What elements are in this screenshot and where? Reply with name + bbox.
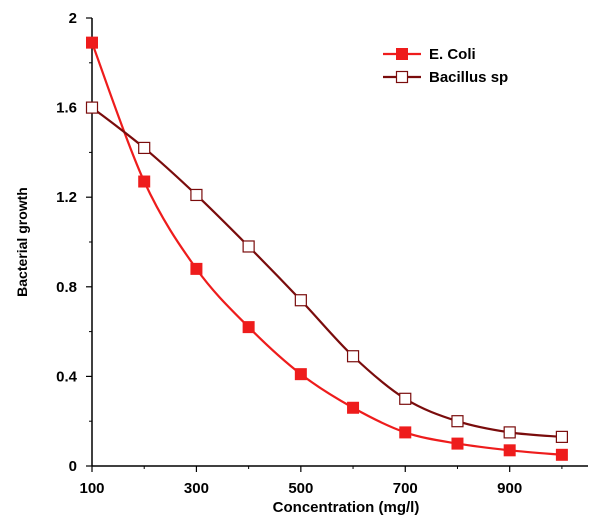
data-point xyxy=(555,430,568,443)
data-point xyxy=(86,36,98,49)
data-point xyxy=(555,448,568,461)
y-tick-label: 0.8 xyxy=(56,279,77,296)
y-tick-label: 1.6 xyxy=(56,100,77,117)
legend: E. Coli Bacillus sp xyxy=(383,46,508,86)
x-axis-label: Concentration (mg/l) xyxy=(273,499,420,516)
data-point xyxy=(451,437,464,450)
x-tick-label: 100 xyxy=(79,480,104,497)
x-tick-label: 900 xyxy=(497,480,522,497)
data-point xyxy=(294,368,307,381)
series-layer xyxy=(85,36,568,461)
data-point xyxy=(399,426,412,439)
series-line xyxy=(91,106,562,438)
data-point xyxy=(503,444,516,457)
legend-label: E. Coli xyxy=(429,46,476,63)
y-tick-label: 0 xyxy=(69,458,77,475)
legend-item: E. Coli xyxy=(383,46,476,63)
x-tick-label: 500 xyxy=(288,480,313,497)
data-point xyxy=(190,262,203,275)
data-point xyxy=(138,141,151,155)
data-point xyxy=(242,321,255,334)
x-tick-label: 300 xyxy=(184,480,209,497)
axes: 100 300 500 700 900 0 0.4 0.8 1.2 1.6 2 xyxy=(56,10,588,497)
data-point xyxy=(346,350,360,363)
series-line xyxy=(90,42,562,456)
data-point xyxy=(138,175,151,188)
series-1 xyxy=(86,36,568,461)
y-axis-label: Bacterial growth xyxy=(14,187,30,297)
legend-label: Bacillus sp xyxy=(429,69,508,86)
data-point xyxy=(85,101,99,114)
series-2 xyxy=(85,101,568,443)
y-tick-label: 0.4 xyxy=(56,368,78,385)
y-tick-label: 1.2 xyxy=(56,189,77,206)
legend-item: Bacillus sp xyxy=(383,69,508,86)
data-point xyxy=(190,188,203,202)
data-point xyxy=(503,426,516,439)
y-tick-label: 2 xyxy=(69,10,77,27)
data-point xyxy=(242,240,255,253)
data-point xyxy=(399,392,412,405)
x-tick-label: 700 xyxy=(393,480,418,497)
legend-marker xyxy=(396,48,408,60)
legend-marker xyxy=(395,70,409,84)
data-point xyxy=(294,294,307,307)
data-point xyxy=(347,401,360,414)
data-point xyxy=(451,415,464,428)
